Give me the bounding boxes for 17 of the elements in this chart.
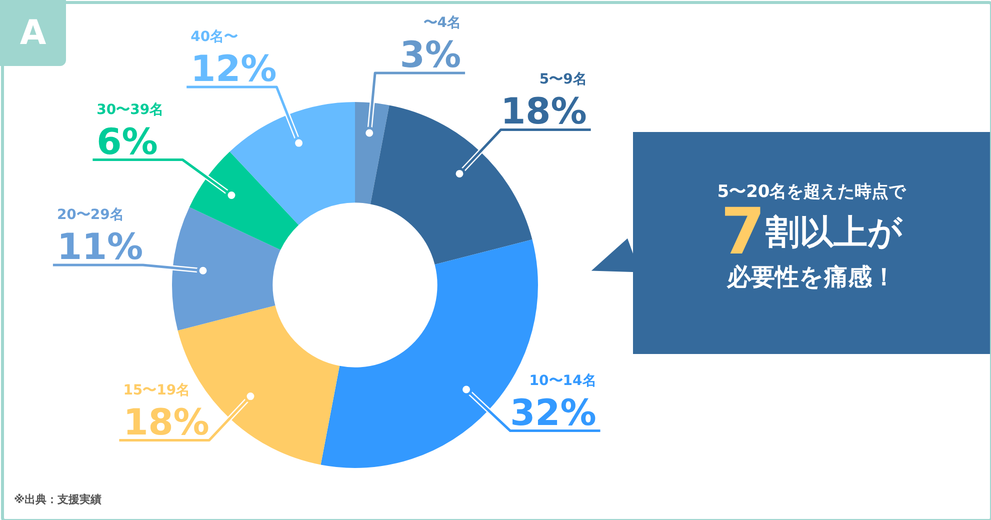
slice-label: 30〜39名 <box>96 102 164 118</box>
data-label: 18% <box>123 402 210 444</box>
data-label: 6% <box>96 122 158 163</box>
slice-label: 〜4名 <box>423 14 462 31</box>
slice-label: 40名〜 <box>190 28 238 45</box>
data-label: 18% <box>500 92 587 133</box>
text: ※出典：支援実績 <box>14 492 102 507</box>
slice-label: 5〜9名 <box>539 72 587 88</box>
data-label: 12% <box>190 48 277 90</box>
slice-label: 10〜14名 <box>529 372 596 389</box>
data-label: 3% <box>400 34 462 76</box>
text: 必要性を痛感！ <box>726 262 897 293</box>
text: A <box>0 0 66 66</box>
slice-label: 15〜19名 <box>123 382 190 398</box>
data-label: 32% <box>510 392 596 434</box>
slice-label: 20〜29名 <box>56 206 124 223</box>
data-label: 11% <box>56 226 144 268</box>
